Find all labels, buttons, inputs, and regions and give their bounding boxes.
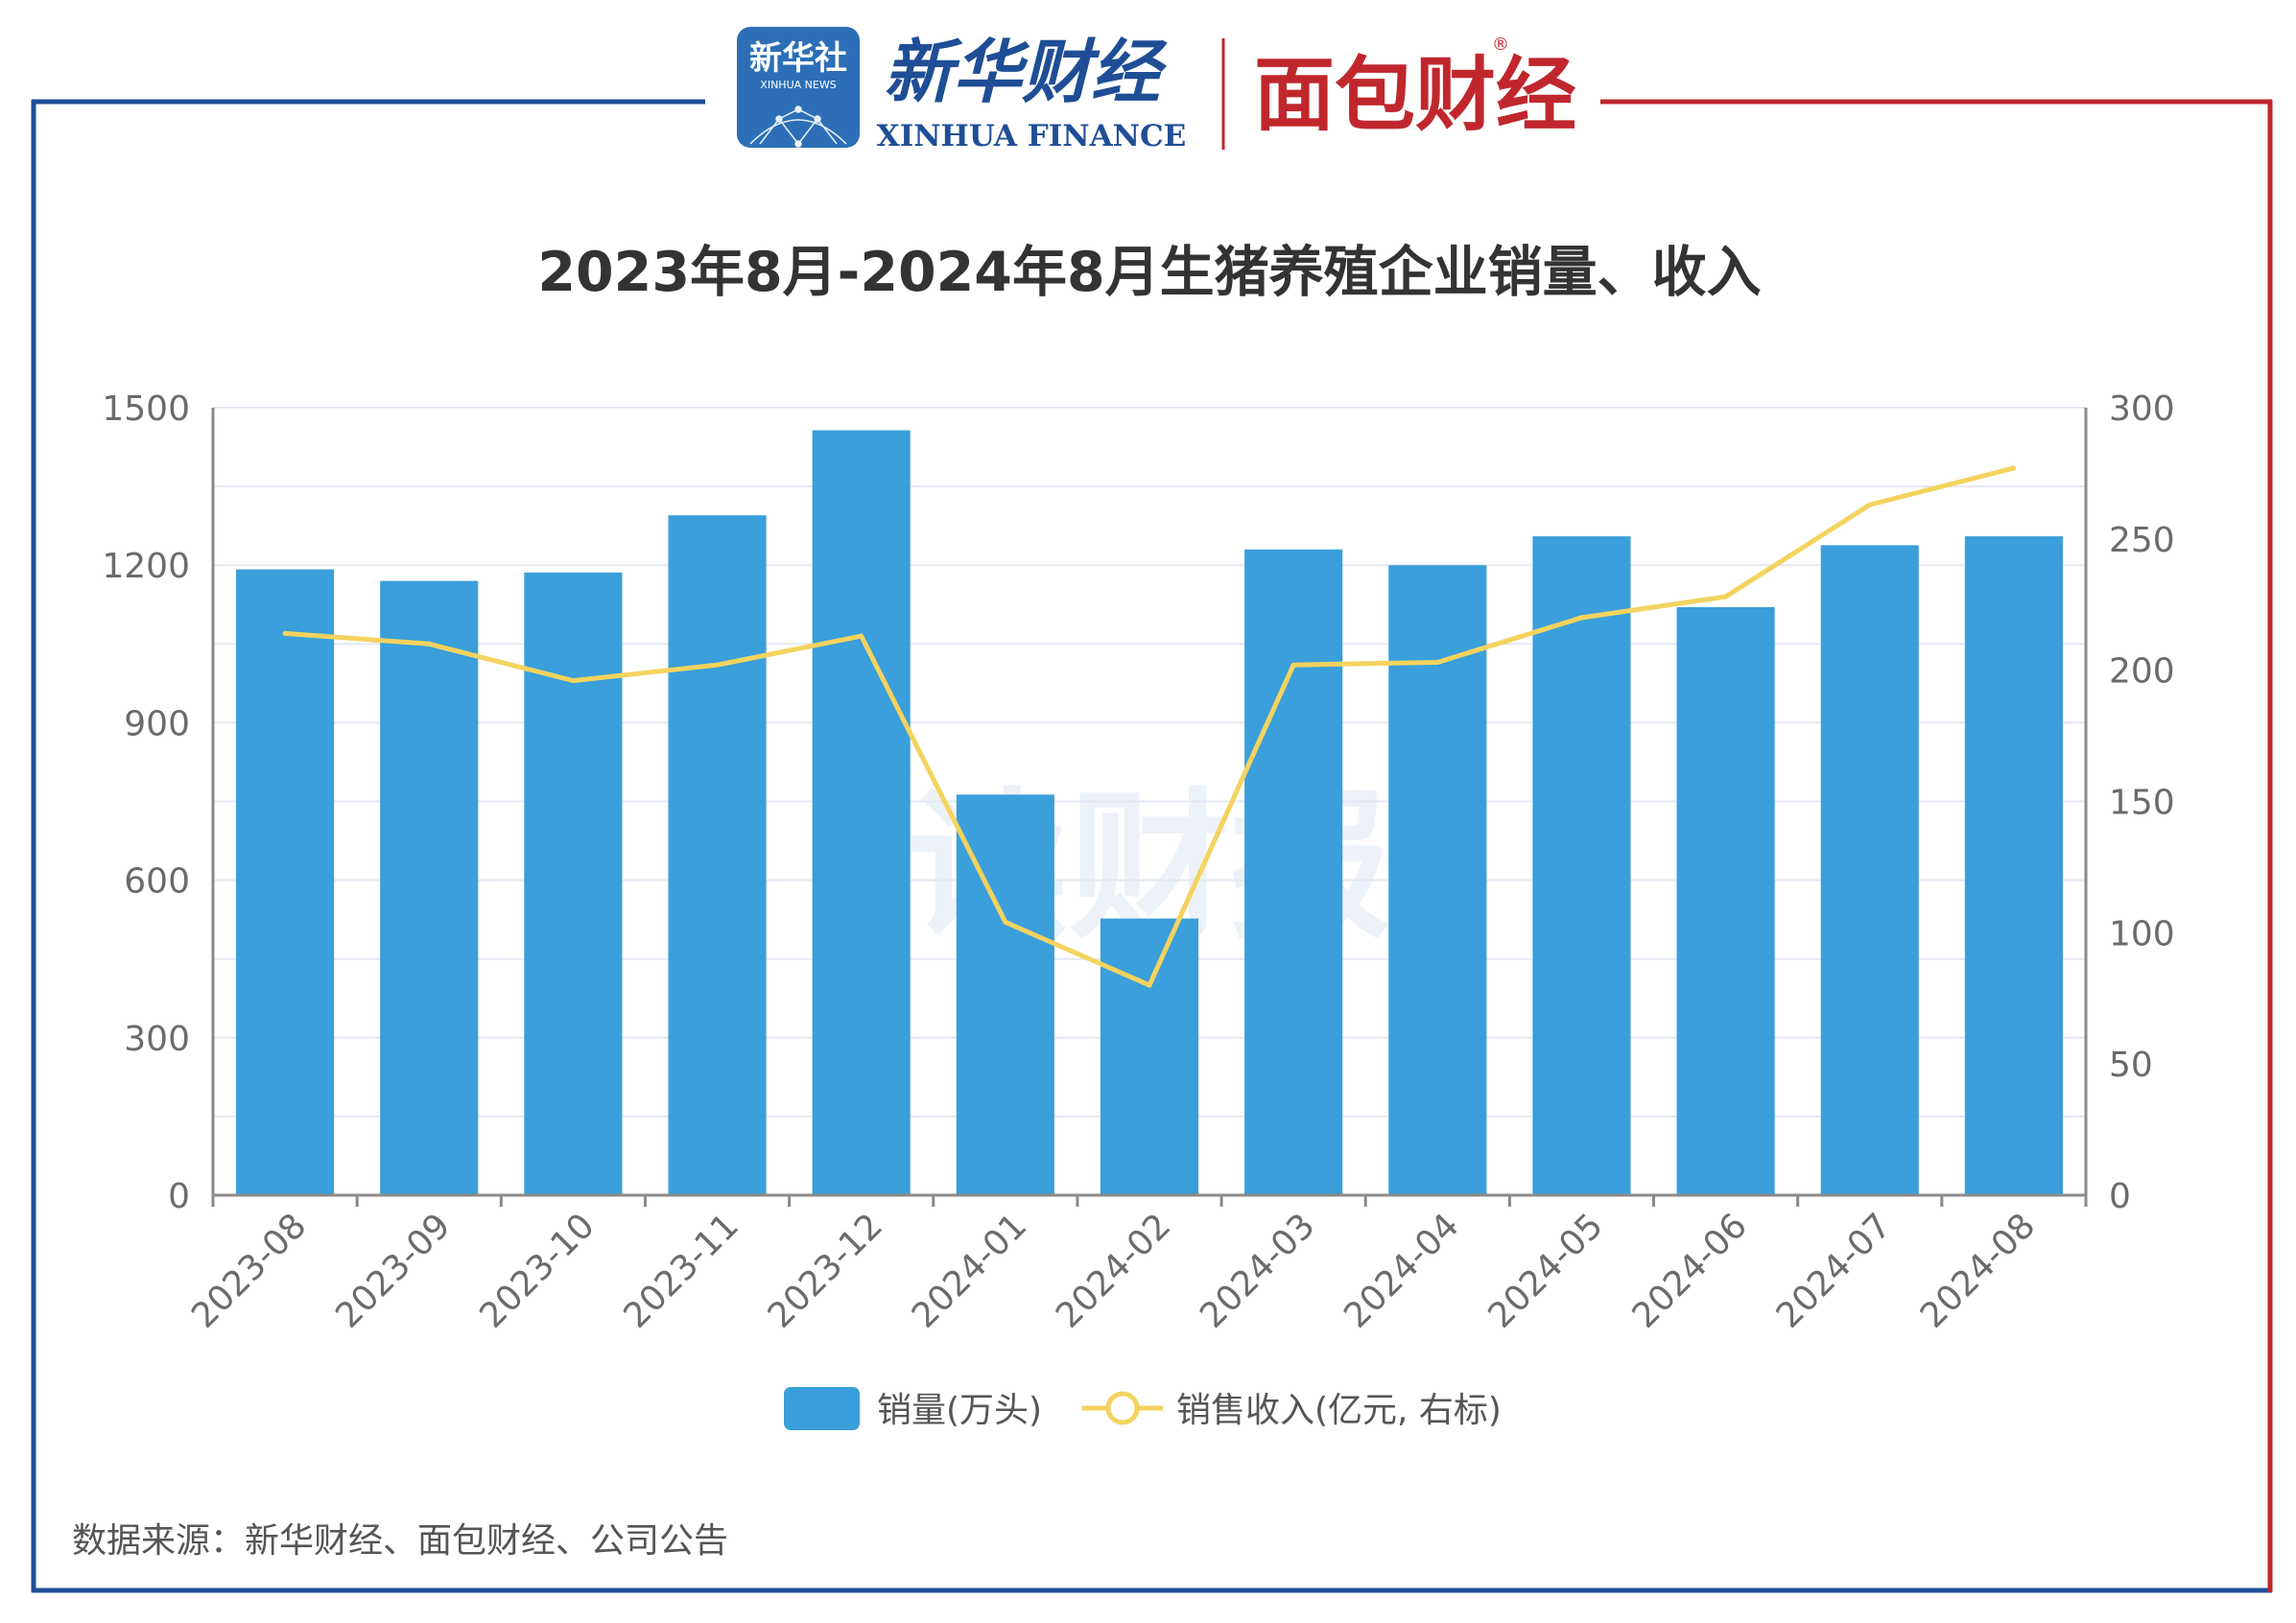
y-right-tick-label: 200	[2109, 652, 2175, 692]
y-right-tick-label: 150	[2109, 784, 2175, 823]
x-tick-label: 2023-11	[617, 1206, 746, 1335]
revenue-point-2023-10	[570, 678, 576, 684]
x-tick-label: 2024-03	[1193, 1206, 1322, 1335]
bar-2023-08	[236, 569, 335, 1195]
legend-bar-swatch	[784, 1387, 860, 1430]
y-right-tick-label: 0	[2109, 1177, 2131, 1216]
bar-2024-02	[1100, 918, 1199, 1195]
x-tick-label: 2024-05	[1480, 1206, 1610, 1335]
legend-line-label: 销售收入(亿元, 右标)	[1176, 1391, 1502, 1430]
revenue-point-2024-06	[1723, 594, 1729, 600]
y-left-tick-label: 1200	[102, 547, 190, 586]
y-left-tick-label: 300	[124, 1020, 190, 1059]
xinhua-finance-cn: 新华财经	[884, 31, 1168, 112]
legend-bar-label: 销量(万头)	[877, 1391, 1042, 1430]
source-note: 数据来源：新华财经、面包财经、公司公告	[72, 1521, 728, 1561]
x-tick-label: 2024-01	[905, 1206, 1034, 1335]
revenue-point-2023-08	[282, 630, 288, 636]
y-left-tick-label: 0	[168, 1177, 190, 1216]
bar-2023-12	[812, 430, 911, 1195]
x-tick-label: 2024-06	[1625, 1206, 1755, 1335]
y-left-tick-label: 1500	[102, 389, 190, 429]
revenue-point-2023-11	[715, 662, 721, 668]
revenue-point-2024-07	[1867, 502, 1873, 507]
bar-2023-09	[380, 580, 479, 1195]
xinhua-badge-en: XINHUA NEWS	[760, 79, 836, 91]
bar-2024-05	[1532, 536, 1631, 1195]
bar-2024-06	[1676, 606, 1775, 1195]
bar-2024-04	[1388, 565, 1487, 1195]
x-tick-label: 2023-08	[184, 1206, 314, 1335]
bar-2024-07	[1820, 545, 1919, 1195]
x-tick-label: 2024-04	[1337, 1206, 1466, 1335]
y-right-tick-label: 250	[2109, 521, 2175, 560]
revenue-point-2024-01	[1003, 919, 1008, 925]
axes	[211, 408, 2088, 1207]
y-right-tick-label: 100	[2109, 914, 2175, 953]
mianbao-finance-logo: 面包财经	[1254, 48, 1576, 142]
bar-2023-11	[668, 515, 767, 1195]
revenue-point-2023-12	[859, 633, 864, 639]
x-tick-label: 2023-10	[472, 1206, 602, 1335]
bar-series	[236, 430, 2063, 1195]
x-tick-label: 2024-08	[1913, 1206, 2043, 1335]
registered-mark: ®	[1492, 35, 1509, 55]
xinhua-news-logo: 新华社 XINHUA NEWS	[737, 27, 860, 148]
legend-line-marker	[1105, 1391, 1140, 1425]
bar-2024-08	[1964, 536, 2063, 1195]
y-right-tick-label: 300	[2109, 389, 2175, 429]
y-left-tick-label: 600	[124, 862, 190, 902]
revenue-point-2024-04	[1434, 659, 1440, 665]
legend: 销量(万头) 销售收入(亿元, 右标)	[784, 1387, 1502, 1430]
revenue-point-2024-05	[1578, 615, 1584, 621]
bar-2024-03	[1244, 549, 1343, 1195]
x-tick-label: 2023-12	[761, 1206, 890, 1335]
bar-2023-10	[524, 572, 623, 1195]
x-tick-label: 2024-07	[1769, 1206, 1899, 1335]
globe-network-icon	[749, 106, 847, 148]
x-tick-label: 2023-09	[328, 1206, 458, 1335]
revenue-point-2024-02	[1147, 982, 1152, 988]
revenue-point-2024-08	[2011, 465, 2017, 471]
revenue-point-2023-09	[426, 641, 432, 647]
y-left-tick-label: 900	[124, 704, 190, 743]
line-series	[282, 465, 2017, 988]
chart-title: 2023年8月-2024年8月生猪养殖企业销量、收入	[537, 241, 1761, 304]
revenue-point-2024-03	[1290, 662, 1296, 668]
xinhua-finance-en: XINHUA FINANCE	[877, 119, 1187, 153]
y-right-tick-label: 50	[2109, 1046, 2153, 1085]
xinhua-badge-cn: 新华社	[749, 39, 847, 78]
x-tick-label: 2024-02	[1049, 1206, 1178, 1335]
